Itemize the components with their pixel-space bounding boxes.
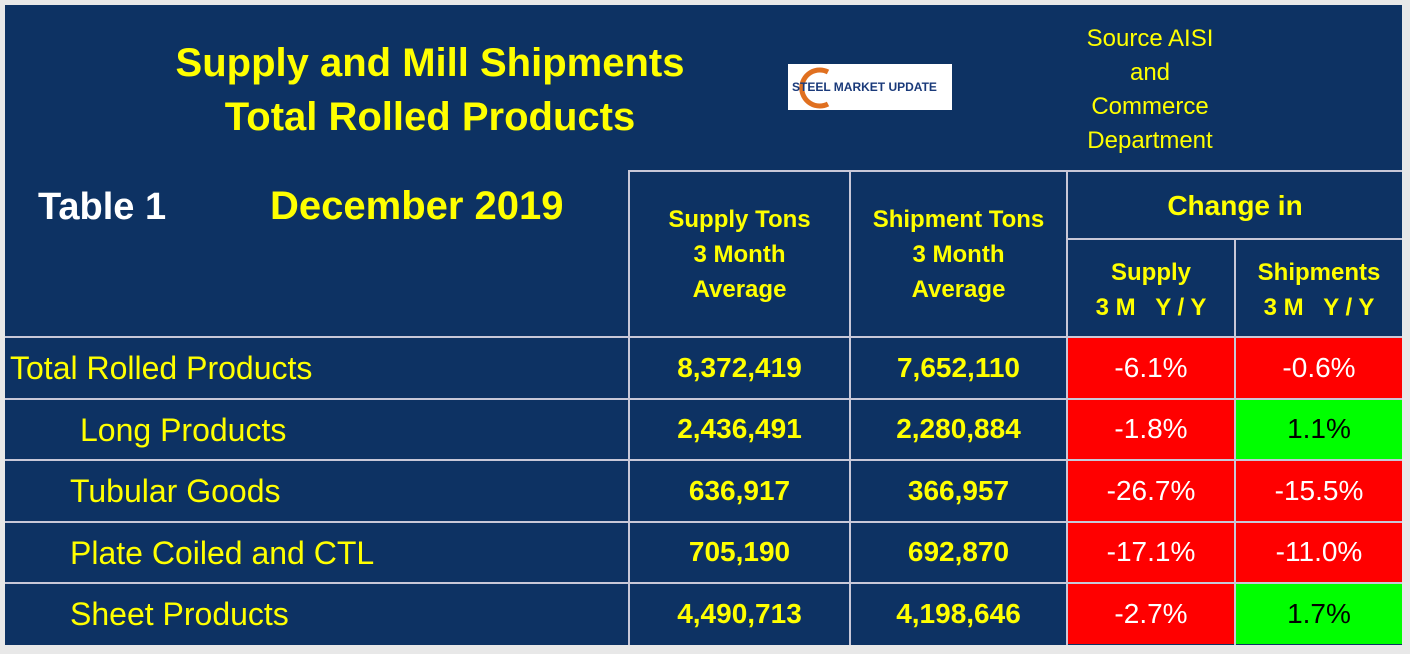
swoosh [799,67,830,109]
row-label: Sheet Products [70,596,289,632]
cell: 8,372,419 [677,351,802,383]
row-label: Tubular Goods [70,473,281,509]
cell: 4,198,646 [896,597,1021,629]
rule [5,582,1402,584]
change-cell: -1.8% [1068,399,1234,459]
row-label: Plate Coiled and CTL [70,534,375,571]
col-header-line: Shipments [1257,259,1381,286]
col-header-line: Average [692,276,787,303]
source-line: Department [1087,127,1213,154]
cell: 692,870 [907,536,1010,568]
col-header: Supply 3 M Y / Y [1068,255,1234,325]
col-header-line: 3 M Y / Y [1263,294,1375,321]
col-header: Shipment Tons 3 Month Average [851,202,1066,307]
title-line: Total Rolled Products [224,95,636,139]
change-cell: 1.7% [1236,584,1402,644]
date: December 2019 [270,184,564,228]
cell: 636,917 [688,474,791,506]
source-line: Source AISI [1086,25,1214,52]
rule [5,459,1402,461]
col-header: Change in [1167,190,1303,221]
change-cell: -15.5% [1236,461,1402,521]
col-header-line: 3 M Y / Y [1095,294,1207,321]
rule [5,336,1402,338]
change-cell: -2.7% [1068,584,1234,644]
change-cell: 1.1% [1236,399,1402,459]
cell: 705,190 [688,536,791,568]
cell: 4,490,713 [677,597,802,629]
title: Supply and Mill Shipments Total Rolled Pr… [100,36,760,144]
rule [628,170,1402,172]
col-header-line: Supply Tons [668,206,811,233]
cell: 7,652,110 [896,351,1021,383]
rule [849,170,851,645]
rule [1066,170,1068,645]
rule [5,520,1402,523]
col-header-line: 3 Month [912,241,1005,268]
col-header: Supply Tons 3 Month Average [630,202,849,307]
cell: 2,436,491 [677,413,802,445]
row-label: Total Rolled Products [10,350,313,386]
col-header-line: Supply [1110,259,1191,286]
rule [628,170,630,645]
table-label: Table 1 [38,186,167,228]
source-line: and [1129,59,1171,86]
logo-text: STEEL MARKET UPDATE [792,80,937,94]
col-header-line: 3 Month [693,241,786,268]
change-cell: -17.1% [1068,522,1234,582]
logo: STEEL MARKET UPDATE [788,64,952,110]
change-cell: -0.6% [1236,338,1402,398]
col-header-line: Average [911,276,1006,303]
col-header: Shipments 3 M Y / Y [1236,255,1402,325]
col-header-line: Shipment Tons [872,206,1045,233]
change-cell: -11.0% [1236,522,1402,582]
rule [5,397,1402,400]
change-cell: -26.7% [1068,461,1234,521]
source: Source AISI and Commerce Department [1060,22,1240,158]
row-label: Long Products [80,411,287,448]
title-line: Supply and Mill Shipments [175,41,685,85]
source-line: Commerce [1091,93,1209,120]
logo-swoosh [799,67,830,109]
change-cell: -6.1% [1068,338,1234,398]
rule [1234,238,1236,645]
cell: 366,957 [907,474,1010,506]
cell: 2,280,884 [896,413,1021,445]
